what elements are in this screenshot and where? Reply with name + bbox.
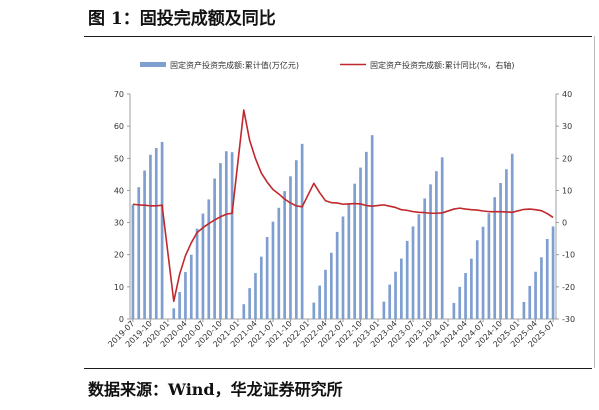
bar-2023-04 bbox=[394, 271, 397, 319]
bar-2021-02 bbox=[242, 304, 246, 319]
bar-2020-03 bbox=[178, 292, 181, 319]
figure-title: 图 1：固投完成额及同比 bbox=[88, 9, 276, 29]
page-edge-divider bbox=[594, 36, 595, 368]
bar-2021-10 bbox=[289, 176, 292, 319]
right-y-tick-label: 0 bbox=[562, 219, 567, 228]
left-y-tick-label: 20 bbox=[114, 251, 124, 260]
bar-2020-06 bbox=[195, 228, 199, 319]
bar-2023-06 bbox=[405, 240, 409, 319]
bar-2021-06 bbox=[265, 237, 269, 319]
top-divider bbox=[84, 36, 592, 37]
bar-2020-09 bbox=[213, 178, 216, 319]
bar-2024-06 bbox=[475, 240, 479, 319]
right-y-tick-label: -20 bbox=[562, 283, 575, 292]
bar-2023-12 bbox=[440, 157, 444, 319]
bar-2022-06 bbox=[335, 231, 339, 319]
right-y-tick-label: 10 bbox=[562, 186, 572, 195]
bar-2025-07 bbox=[551, 226, 555, 319]
bottom-divider bbox=[84, 368, 592, 369]
bar-2024-09 bbox=[493, 197, 497, 319]
bar-2020-11 bbox=[224, 151, 228, 319]
plot-area: 010203040506070-30-20-100102030402019-07… bbox=[106, 90, 575, 349]
bar-2022-07 bbox=[341, 216, 345, 319]
bar-2023-03 bbox=[388, 284, 392, 319]
bar-2025-05 bbox=[540, 257, 543, 319]
bar-2022-11 bbox=[365, 151, 368, 319]
bar-2023-11 bbox=[435, 171, 438, 319]
chart-legend: 固定资产投资完成额:累计值(万亿元) 固定资产投资完成额:累计同比(%，右轴) bbox=[140, 60, 515, 70]
bar-2024-08 bbox=[487, 213, 491, 319]
left-y-tick-label: 70 bbox=[114, 90, 124, 99]
right-y-tick-label: 20 bbox=[562, 154, 572, 163]
bar-2024-05 bbox=[470, 258, 473, 319]
bar-2023-09 bbox=[423, 198, 427, 319]
bar-2025-03 bbox=[528, 285, 532, 319]
bar-2021-05 bbox=[259, 256, 263, 319]
bar-2021-04 bbox=[254, 273, 257, 319]
bar-2024-03 bbox=[458, 286, 462, 319]
bar-2020-10 bbox=[219, 163, 222, 319]
bar-2024-10 bbox=[499, 183, 502, 319]
bar-2024-02 bbox=[452, 302, 456, 319]
left-y-tick-label: 50 bbox=[114, 154, 124, 163]
bar-2025-06 bbox=[545, 238, 549, 319]
yoy-growth-line bbox=[132, 109, 554, 303]
bar-2024-07 bbox=[481, 226, 485, 319]
bar-2020-07 bbox=[201, 213, 205, 319]
left-y-tick-label: 60 bbox=[114, 122, 124, 131]
bar-2022-03 bbox=[318, 285, 321, 319]
bar-2021-07 bbox=[271, 221, 275, 319]
legend-bar-swatch bbox=[140, 62, 166, 67]
bar-2025-04 bbox=[534, 271, 537, 319]
left-y-tick-label: 30 bbox=[114, 219, 124, 228]
bar-2022-10 bbox=[359, 167, 362, 319]
bar-2022-12 bbox=[370, 135, 374, 319]
bar-2022-09 bbox=[353, 183, 357, 319]
left-y-tick-label: 40 bbox=[114, 186, 124, 195]
bar-2024-04 bbox=[464, 273, 467, 319]
source-note: 数据来源：Wind，华龙证券研究所 bbox=[88, 380, 343, 399]
bar-2019-11 bbox=[154, 148, 158, 319]
bar-2021-11 bbox=[294, 160, 298, 319]
right-y-tick-label: -10 bbox=[562, 251, 575, 260]
bar-2024-11 bbox=[505, 169, 508, 319]
bar-2023-02 bbox=[382, 301, 386, 319]
right-y-tick-label: 40 bbox=[562, 90, 572, 99]
bar-2025-02 bbox=[522, 301, 526, 319]
bar-2019-10 bbox=[149, 154, 152, 319]
bar-2023-08 bbox=[417, 214, 421, 319]
left-y-tick-label: 0 bbox=[119, 315, 124, 324]
bar-2021-08 bbox=[277, 207, 281, 319]
bar-2023-07 bbox=[411, 226, 415, 319]
fixed-asset-investment-chart: 固定资产投资完成额:累计值(万亿元) 固定资产投资完成额:累计同比(%，右轴) … bbox=[106, 60, 575, 349]
bar-2022-05 bbox=[329, 252, 333, 319]
bar-2022-02 bbox=[312, 302, 316, 319]
right-y-tick-label: 30 bbox=[562, 122, 572, 131]
bar-2020-02 bbox=[172, 308, 176, 319]
bar-2024-12 bbox=[510, 153, 514, 319]
bar-2020-12 bbox=[230, 152, 234, 319]
legend-bar-label: 固定资产投资完成额:累计值(万亿元) bbox=[170, 60, 299, 70]
bar-2019-07 bbox=[131, 204, 135, 319]
left-y-tick-label: 10 bbox=[114, 283, 124, 292]
right-y-tick-label: -30 bbox=[562, 315, 575, 324]
bar-2021-09 bbox=[283, 191, 286, 319]
bar-2022-08 bbox=[347, 203, 351, 319]
legend-line-label: 固定资产投资完成额:累计同比(%，右轴) bbox=[370, 60, 515, 70]
bar-2019-12 bbox=[160, 141, 164, 319]
bar-2020-04 bbox=[184, 272, 187, 319]
bar-2019-08 bbox=[137, 187, 141, 319]
bar-2022-04 bbox=[324, 269, 327, 319]
bar-2021-03 bbox=[248, 288, 251, 319]
bar-2020-05 bbox=[189, 254, 193, 319]
bar-2020-08 bbox=[207, 199, 211, 319]
bar-2023-10 bbox=[429, 184, 432, 319]
bar-2021-12 bbox=[300, 143, 304, 319]
bar-2023-05 bbox=[400, 258, 403, 319]
bar-2019-09 bbox=[143, 170, 146, 319]
